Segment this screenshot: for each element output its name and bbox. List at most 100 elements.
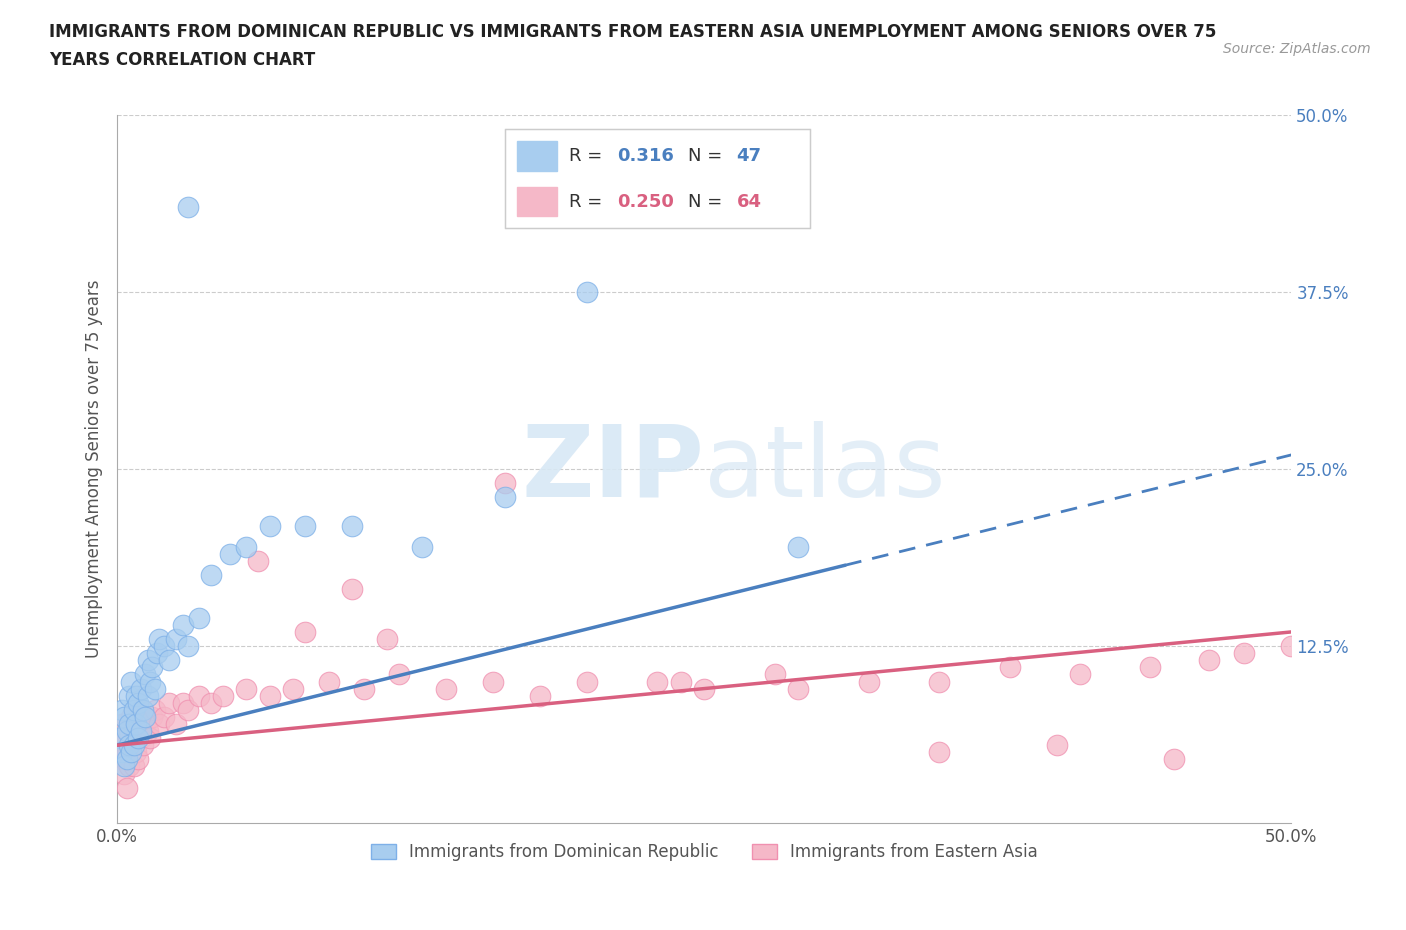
Point xyxy=(129,702,152,717)
Point xyxy=(111,702,134,717)
Point xyxy=(134,710,156,724)
Point xyxy=(120,737,142,752)
Text: atlas: atlas xyxy=(704,420,946,518)
Point xyxy=(129,731,152,746)
Point xyxy=(125,716,148,731)
Point xyxy=(134,716,156,731)
Point xyxy=(247,553,270,568)
Point xyxy=(108,731,131,746)
Point xyxy=(112,766,135,781)
Point xyxy=(112,759,135,774)
Point xyxy=(1279,639,1302,654)
Point xyxy=(259,688,281,703)
Point xyxy=(294,624,316,639)
Point xyxy=(132,737,155,752)
Point xyxy=(235,539,257,554)
Point xyxy=(172,618,194,632)
Point xyxy=(340,582,363,597)
Point xyxy=(118,716,141,731)
Point xyxy=(134,667,156,682)
Point xyxy=(176,200,198,215)
Point xyxy=(375,631,398,646)
Point xyxy=(165,631,187,646)
Point xyxy=(188,610,211,625)
Point xyxy=(127,752,149,767)
Legend: Immigrants from Dominican Republic, Immigrants from Eastern Asia: Immigrants from Dominican Republic, Immi… xyxy=(364,837,1045,868)
Text: YEARS CORRELATION CHART: YEARS CORRELATION CHART xyxy=(49,51,315,69)
Point xyxy=(928,745,950,760)
Point xyxy=(153,710,176,724)
Point xyxy=(998,660,1021,675)
Point xyxy=(763,667,786,682)
Point xyxy=(112,731,135,746)
Point xyxy=(125,716,148,731)
Point xyxy=(125,688,148,703)
Point xyxy=(122,759,145,774)
Point xyxy=(122,737,145,752)
Point xyxy=(111,745,134,760)
Point xyxy=(118,737,141,752)
Point xyxy=(411,539,433,554)
Point xyxy=(283,681,305,696)
Point xyxy=(127,731,149,746)
Point xyxy=(212,688,235,703)
Point xyxy=(115,752,138,767)
Point xyxy=(494,490,516,505)
Point xyxy=(575,674,598,689)
Point xyxy=(294,518,316,533)
Point xyxy=(120,674,142,689)
Point xyxy=(122,702,145,717)
Point xyxy=(318,674,340,689)
Point xyxy=(129,724,152,738)
Point xyxy=(111,752,134,767)
Point xyxy=(787,539,810,554)
Point xyxy=(141,710,163,724)
Point xyxy=(115,745,138,760)
Point xyxy=(494,476,516,491)
Point xyxy=(172,696,194,711)
Point xyxy=(200,568,222,583)
Text: IMMIGRANTS FROM DOMINICAN REPUBLIC VS IMMIGRANTS FROM EASTERN ASIA UNEMPLOYMENT : IMMIGRANTS FROM DOMINICAN REPUBLIC VS IM… xyxy=(49,23,1216,41)
Point xyxy=(157,696,180,711)
Point xyxy=(165,716,187,731)
Point xyxy=(108,737,131,752)
Point xyxy=(153,639,176,654)
Point xyxy=(132,702,155,717)
Point xyxy=(176,639,198,654)
Point xyxy=(125,745,148,760)
Point xyxy=(340,518,363,533)
Point xyxy=(353,681,375,696)
Point xyxy=(136,724,159,738)
Y-axis label: Unemployment Among Seniors over 75 years: Unemployment Among Seniors over 75 years xyxy=(86,280,103,658)
Point xyxy=(148,716,170,731)
Point xyxy=(259,518,281,533)
Point xyxy=(146,645,169,660)
Text: ZIP: ZIP xyxy=(522,420,704,518)
Point xyxy=(118,759,141,774)
Point xyxy=(1163,752,1185,767)
Point xyxy=(188,688,211,703)
Point xyxy=(693,681,716,696)
Point xyxy=(176,702,198,717)
Point xyxy=(120,710,142,724)
Point xyxy=(127,696,149,711)
Point xyxy=(112,710,135,724)
Point xyxy=(482,674,505,689)
Point xyxy=(136,653,159,668)
Point xyxy=(200,696,222,711)
Point xyxy=(219,547,242,562)
Point xyxy=(148,631,170,646)
Point xyxy=(858,674,880,689)
Point xyxy=(141,660,163,675)
Point xyxy=(139,674,162,689)
Point xyxy=(1198,653,1220,668)
Point xyxy=(139,731,162,746)
Point xyxy=(645,674,668,689)
Point xyxy=(235,681,257,696)
Point xyxy=(120,745,142,760)
Point xyxy=(118,688,141,703)
Point xyxy=(669,674,692,689)
Point xyxy=(388,667,411,682)
Point xyxy=(575,285,598,299)
Point xyxy=(111,716,134,731)
